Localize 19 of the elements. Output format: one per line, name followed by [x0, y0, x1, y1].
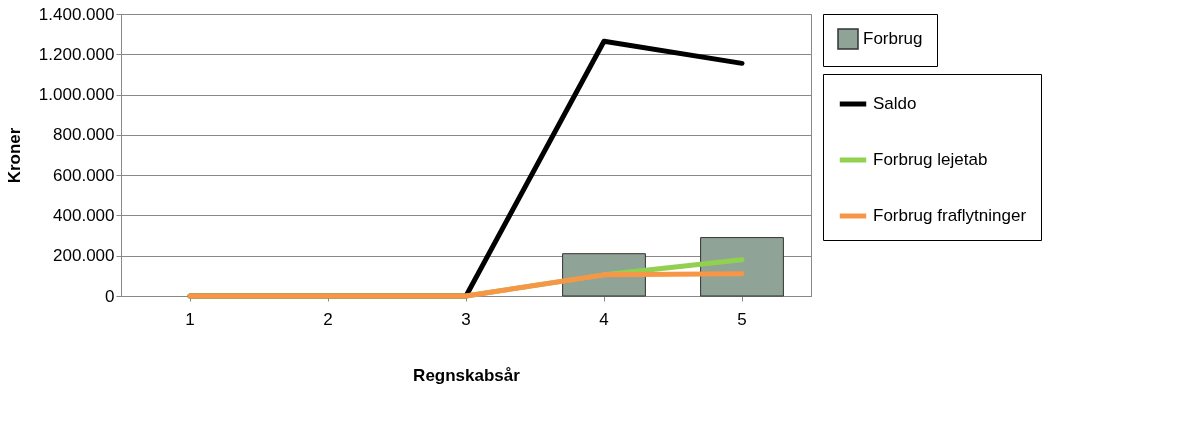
y-tick-label: 1.000.000: [38, 85, 115, 105]
y-tick-label: 0: [105, 286, 115, 306]
y-tick-label: 600.000: [53, 165, 115, 185]
x-tick-label: 2: [323, 309, 333, 329]
legend-label: Forbrug lejetab: [873, 150, 988, 169]
legend-label: Saldo: [873, 94, 917, 113]
y-tick-label: 400.000: [53, 205, 115, 225]
legend-label: Forbrug: [863, 29, 923, 48]
y-tick-label: 1.200.000: [38, 44, 115, 64]
x-tick-label: 4: [599, 309, 609, 329]
x-tick-label: 1: [185, 309, 195, 329]
x-tick-label: 3: [461, 309, 471, 329]
legend-label: Forbrug fraflytninger: [873, 206, 1027, 225]
x-tick-label: 5: [737, 309, 747, 329]
x-axis-title: Regnskabsår: [413, 365, 521, 385]
y-tick-label: 800.000: [53, 125, 115, 145]
y-tick-label: 1.400.000: [38, 4, 115, 24]
y-tick-label: 200.000: [53, 246, 115, 266]
y-axis-title: Kroner: [4, 127, 24, 184]
